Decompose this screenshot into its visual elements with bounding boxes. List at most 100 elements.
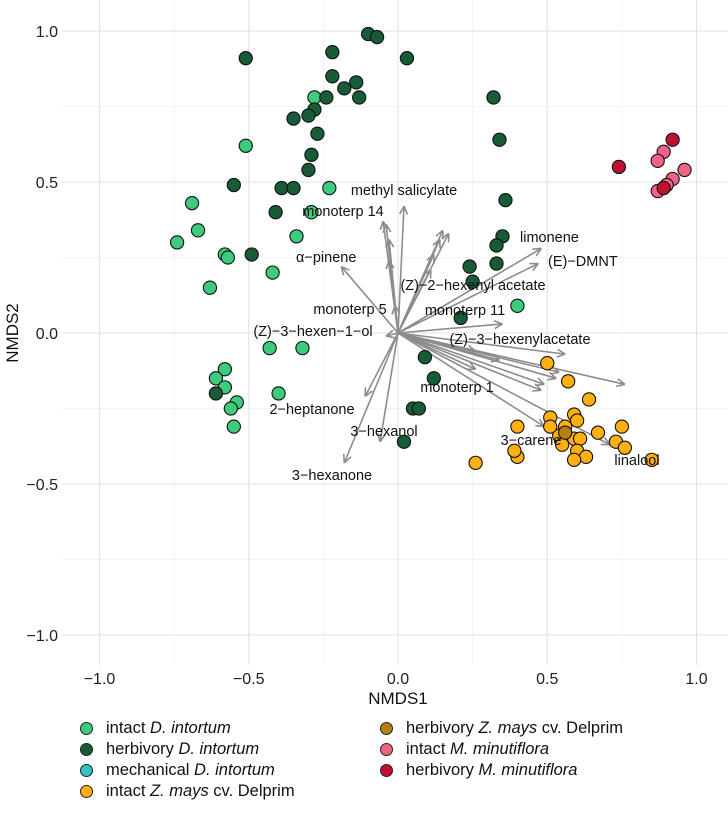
legend-label-prefix: herbivory <box>406 719 478 738</box>
data-point <box>263 342 276 355</box>
data-point <box>191 224 204 237</box>
vector-label: linalool <box>614 453 659 469</box>
y-tick-label: 0.5 <box>36 175 58 192</box>
x-tick-label: −0.5 <box>233 671 265 688</box>
data-point <box>499 194 512 207</box>
x-tick-label: −1.0 <box>84 671 116 688</box>
vector-label: monoterp 11 <box>425 303 505 319</box>
legend-marker-icon <box>80 785 93 798</box>
vector-arrow <box>398 264 538 333</box>
data-point <box>582 393 595 406</box>
data-point <box>612 160 625 173</box>
vector-label: (Z)−2−hexenyl acetate <box>400 278 545 294</box>
legend-item: intact Z. mays cv. Delprim <box>80 781 295 802</box>
legend-label-suffix: cv. Delprim <box>537 719 623 738</box>
y-tick-label: 0.0 <box>36 326 58 343</box>
data-point <box>511 299 524 312</box>
vector-label: α−pinene <box>296 250 356 266</box>
data-point <box>511 420 524 433</box>
data-point <box>463 260 476 273</box>
vector-label: 2−heptanone <box>269 402 354 418</box>
data-point <box>239 139 252 152</box>
data-point <box>185 197 198 210</box>
data-point <box>227 178 240 191</box>
data-point <box>615 420 628 433</box>
data-point <box>308 91 321 104</box>
legend-marker-icon <box>80 743 93 756</box>
data-point <box>568 453 581 466</box>
vector-arrow <box>398 206 404 333</box>
legend-item: herbivory M. minutiflora <box>380 760 623 781</box>
arrow-head <box>547 378 556 380</box>
legend-item: mechanical D. intortum <box>80 760 295 781</box>
data-point <box>579 450 592 463</box>
data-point <box>490 257 503 270</box>
data-point <box>239 52 252 65</box>
data-point <box>320 91 333 104</box>
data-point <box>171 236 184 249</box>
data-point <box>311 127 324 140</box>
arrow-head <box>532 390 541 391</box>
arrow-head <box>550 372 559 374</box>
data-point <box>272 387 285 400</box>
data-point <box>290 230 303 243</box>
legend-label-species: Z. mays <box>478 719 537 738</box>
data-point <box>350 76 363 89</box>
data-point <box>302 109 315 122</box>
vector-label: (Z)−3−hexenylacetate <box>449 332 590 348</box>
legend-item: herbivory D. intortum <box>80 739 295 760</box>
arrow-head <box>557 354 566 357</box>
vector-label: methyl salicylate <box>351 183 457 199</box>
x-tick-label: 1.0 <box>685 671 707 688</box>
vector-label: (E)−DMNT <box>548 254 618 270</box>
vector-label: 3−carene <box>501 433 562 449</box>
x-tick-label: 0.5 <box>536 671 558 688</box>
data-point <box>203 281 216 294</box>
legend-item: herbivory Z. mays cv. Delprim <box>380 718 623 739</box>
data-point <box>562 375 575 388</box>
data-point <box>275 181 288 194</box>
data-point <box>224 402 237 415</box>
data-point <box>493 133 506 146</box>
arrow-head <box>380 221 383 230</box>
data-point <box>326 70 339 83</box>
legend-marker-icon <box>380 722 393 735</box>
data-point <box>266 266 279 279</box>
data-point <box>326 46 339 59</box>
data-point <box>571 414 584 427</box>
x-tick-label: 0.0 <box>387 671 409 688</box>
legend-label-prefix: mechanical <box>106 761 194 780</box>
data-point <box>209 387 222 400</box>
legend-marker-icon <box>80 722 93 735</box>
data-point <box>544 420 557 433</box>
data-point <box>591 426 604 439</box>
legend-label-prefix: intact <box>406 740 450 759</box>
vector-arrow <box>389 261 398 333</box>
vector-arrow <box>344 333 398 463</box>
arrow-head <box>616 384 625 386</box>
legend-label-suffix: cv. Delprim <box>209 782 295 801</box>
vector-label: monoterp 14 <box>302 204 383 220</box>
data-point <box>287 112 300 125</box>
data-point <box>305 148 318 161</box>
vector-label: monoterp 5 <box>313 302 386 318</box>
data-point <box>657 181 670 194</box>
y-tick-label: −1.0 <box>26 628 58 645</box>
y-tick-label: 1.0 <box>36 24 58 41</box>
legend-label-species: M. minutiflora <box>450 740 549 759</box>
legend-item: intact M. minutiflora <box>380 739 623 760</box>
arrow-head <box>494 321 502 324</box>
y-tick-label: −0.5 <box>26 477 58 494</box>
legend-marker-icon <box>380 743 393 756</box>
data-point <box>418 351 431 364</box>
grid <box>62 0 728 665</box>
axis-ticks: −1.0 −0.5 0.0 0.5 1.0 −1.0 −0.5 0.0 0.5 1.0 <box>26 24 707 688</box>
legend-item: intact D. intortum <box>80 718 295 739</box>
data-point <box>469 456 482 469</box>
legend-label-prefix: herbivory <box>106 740 178 759</box>
data-point <box>302 163 315 176</box>
data-point <box>323 181 336 194</box>
